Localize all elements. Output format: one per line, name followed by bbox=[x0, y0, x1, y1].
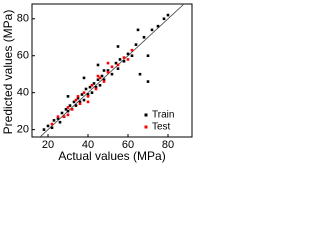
point bbox=[116, 63, 120, 67]
point bbox=[86, 93, 90, 96]
point bbox=[122, 56, 126, 59]
point bbox=[146, 54, 150, 58]
y-tick-label: 60 bbox=[17, 50, 29, 62]
point bbox=[134, 43, 138, 46]
point bbox=[116, 67, 120, 70]
legend-label: Test bbox=[152, 122, 171, 133]
point bbox=[106, 71, 110, 74]
plot-area bbox=[39, 4, 185, 137]
point bbox=[78, 100, 82, 104]
point bbox=[50, 122, 54, 126]
point bbox=[66, 95, 70, 98]
point bbox=[86, 100, 90, 104]
point bbox=[96, 63, 100, 67]
point bbox=[136, 28, 140, 32]
point bbox=[102, 80, 106, 83]
chart: Actual values (MPa) Predicted values (MP… bbox=[1, 3, 193, 163]
point bbox=[78, 102, 82, 106]
legend-label: Train bbox=[152, 110, 174, 121]
point bbox=[90, 91, 94, 94]
point bbox=[146, 80, 150, 83]
page: {"chart_data": {"type": "scatter", "x_la… bbox=[1, 3, 193, 164]
point bbox=[90, 83, 94, 87]
point bbox=[88, 85, 92, 89]
legend-marker bbox=[144, 113, 148, 117]
point bbox=[84, 87, 88, 91]
point bbox=[166, 13, 170, 17]
point bbox=[82, 91, 86, 94]
point bbox=[70, 107, 74, 111]
point bbox=[126, 58, 130, 61]
point bbox=[156, 24, 160, 28]
point bbox=[110, 65, 114, 69]
point bbox=[66, 109, 70, 113]
point bbox=[118, 58, 122, 61]
point bbox=[114, 61, 118, 65]
point bbox=[56, 115, 60, 118]
point bbox=[74, 104, 78, 107]
point bbox=[94, 87, 98, 91]
point bbox=[138, 72, 142, 76]
point bbox=[162, 17, 166, 21]
point bbox=[68, 104, 72, 107]
point bbox=[150, 28, 154, 32]
point bbox=[130, 54, 134, 58]
y-tick-label: 40 bbox=[17, 87, 29, 99]
point bbox=[50, 126, 54, 130]
point bbox=[82, 76, 86, 80]
point bbox=[46, 124, 50, 128]
point bbox=[122, 59, 126, 63]
point bbox=[66, 106, 70, 109]
point bbox=[102, 69, 106, 72]
point bbox=[74, 98, 78, 102]
point bbox=[86, 95, 90, 98]
point bbox=[58, 120, 62, 124]
legend-marker bbox=[144, 125, 148, 129]
x-tick-label: 80 bbox=[162, 139, 174, 151]
point bbox=[62, 115, 66, 118]
point bbox=[98, 83, 102, 87]
point bbox=[92, 82, 96, 85]
point bbox=[52, 119, 56, 122]
point bbox=[60, 111, 64, 115]
point bbox=[42, 128, 46, 131]
point bbox=[94, 85, 98, 89]
point bbox=[72, 100, 76, 104]
point bbox=[56, 117, 60, 120]
point bbox=[110, 72, 114, 76]
point bbox=[102, 78, 106, 82]
point bbox=[66, 113, 70, 117]
point bbox=[82, 98, 86, 102]
point bbox=[100, 74, 104, 78]
point bbox=[106, 61, 110, 65]
point bbox=[98, 76, 102, 80]
y-axis-label: Predicted values (MPa) bbox=[1, 10, 15, 135]
point bbox=[142, 35, 146, 39]
point bbox=[76, 96, 80, 100]
y-tick-label: 80 bbox=[17, 13, 29, 25]
point bbox=[80, 93, 84, 96]
point bbox=[96, 74, 100, 78]
point bbox=[96, 78, 100, 82]
x-axis-label: Actual values (MPa) bbox=[58, 149, 165, 163]
point bbox=[130, 48, 134, 52]
point bbox=[126, 52, 130, 56]
x-tick-label: 40 bbox=[82, 139, 94, 151]
point bbox=[76, 95, 80, 98]
point bbox=[116, 45, 120, 48]
point bbox=[106, 69, 110, 72]
y-tick-label: 20 bbox=[17, 124, 29, 136]
plot-frame bbox=[31, 3, 193, 138]
x-tick-label: 20 bbox=[42, 139, 54, 151]
x-tick-label: 60 bbox=[122, 139, 134, 151]
point bbox=[64, 107, 68, 111]
